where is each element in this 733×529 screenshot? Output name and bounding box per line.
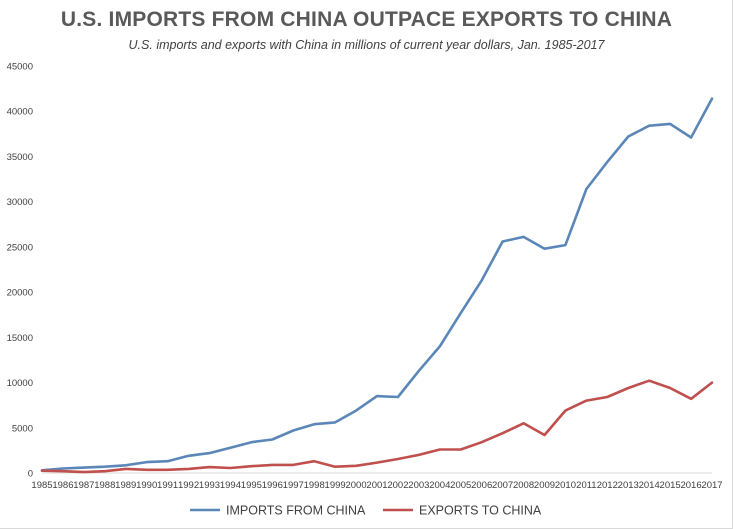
y-tick-label: 10000 [7, 378, 33, 389]
x-tick-label: 1996 [262, 480, 283, 491]
y-tick-label: 5000 [12, 423, 33, 434]
x-tick-label: 2010 [555, 480, 576, 491]
y-tick-label: 35000 [7, 152, 33, 163]
x-tick-label: 2004 [429, 480, 450, 491]
x-tick-label: 1991 [157, 480, 178, 491]
x-tick-label: 1999 [325, 480, 346, 491]
x-tick-label: 1995 [241, 480, 262, 491]
x-tick-label: 2014 [639, 480, 660, 491]
x-tick-label: 2003 [408, 480, 429, 491]
x-tick-label: 1988 [94, 480, 115, 491]
x-tick-label: 2013 [618, 480, 639, 491]
y-tick-label: 30000 [7, 197, 33, 208]
x-tick-label: 2015 [660, 480, 681, 491]
x-tick-label: 1986 [52, 480, 73, 491]
x-tick-label: 2005 [450, 480, 471, 491]
x-tick-label: 2001 [366, 480, 387, 491]
x-tick-label: 2012 [597, 480, 618, 491]
x-tick-label: 2006 [471, 480, 492, 491]
x-tick-label: 1987 [73, 480, 94, 491]
y-tick-label: 45000 [7, 62, 33, 73]
y-tick-label: 0 [28, 469, 33, 480]
x-tick-label: 1997 [283, 480, 304, 491]
x-tick-label: 2007 [492, 480, 513, 491]
series-line-imports [40, 97, 714, 472]
y-tick-label: 20000 [7, 288, 33, 299]
legend-label: IMPORTS FROM CHINA [226, 504, 366, 518]
y-tick-label: 40000 [7, 107, 33, 118]
x-tick-label: 2011 [576, 480, 596, 491]
x-tick-label: 1998 [304, 480, 325, 491]
chart-subtitle: U.S. imports and exports with China in m… [128, 38, 605, 52]
y-tick-label: 15000 [7, 333, 33, 344]
x-tick-label: 1992 [178, 480, 199, 491]
x-tick-label: 2000 [345, 480, 366, 491]
x-tick-label: 2009 [534, 480, 555, 491]
x-tick-label: 2017 [701, 480, 722, 491]
x-tick-label: 2002 [387, 480, 408, 491]
chart-title: U.S. IMPORTS FROM CHINA OUTPACE EXPORTS … [60, 8, 673, 31]
series-line-exports [40, 379, 714, 474]
x-tick-label: 2008 [513, 480, 534, 491]
x-tick-label: 1985 [31, 480, 52, 491]
x-tick-label: 1994 [220, 480, 241, 491]
x-tick-label: 2016 [680, 480, 701, 491]
x-tick-label: 1989 [115, 480, 136, 491]
y-tick-label: 25000 [7, 242, 33, 253]
x-tick-label: 1990 [136, 480, 157, 491]
legend-label: EXPORTS TO CHINA [419, 504, 542, 518]
x-tick-label: 1993 [199, 480, 220, 491]
